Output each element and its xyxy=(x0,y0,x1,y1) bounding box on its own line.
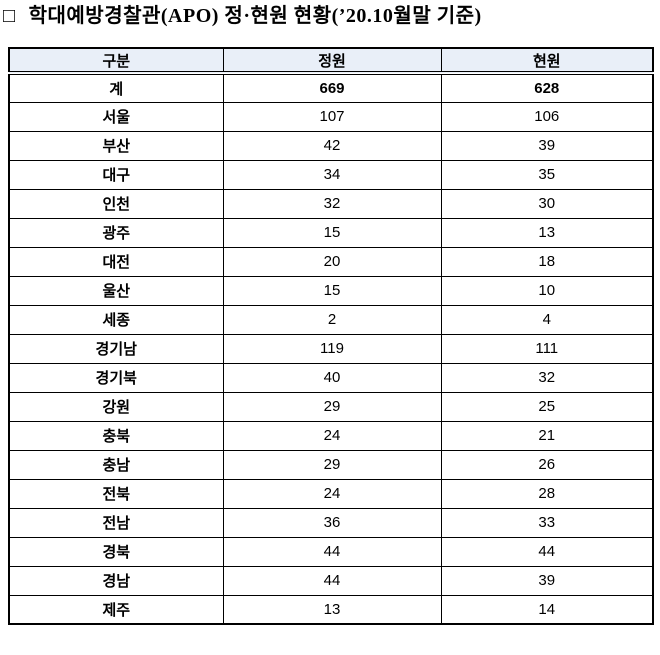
authorized-value: 669 xyxy=(222,72,442,103)
actual-value: 14 xyxy=(440,594,654,625)
row-label: 경북 xyxy=(8,536,224,567)
actual-value: 628 xyxy=(440,72,654,103)
row-label: 전북 xyxy=(8,478,224,509)
actual-value: 30 xyxy=(440,188,654,219)
authorized-value: 29 xyxy=(222,391,442,422)
row-label: 세종 xyxy=(8,304,224,335)
page-title: □ 학대예방경찰관(APO) 정·현원 현황(’20.10월말 기준) xyxy=(3,3,482,29)
table-row: 경기남 119 111 xyxy=(8,333,654,364)
actual-value: 25 xyxy=(440,391,654,422)
authorized-value: 15 xyxy=(222,275,442,306)
table-row: 충남 29 26 xyxy=(8,449,654,480)
table-row: 경북 44 44 xyxy=(8,536,654,567)
authorized-value: 20 xyxy=(222,246,442,277)
row-label: 충남 xyxy=(8,449,224,480)
row-label: 경기남 xyxy=(8,333,224,364)
row-label: 계 xyxy=(8,72,224,103)
table-row: 서울 107 106 xyxy=(8,101,654,132)
actual-value: 13 xyxy=(440,217,654,248)
authorized-value: 107 xyxy=(222,101,442,132)
actual-value: 39 xyxy=(440,565,654,596)
table-row: 제주 13 14 xyxy=(8,594,654,625)
actual-value: 39 xyxy=(440,130,654,161)
row-label: 대구 xyxy=(8,159,224,190)
row-label: 부산 xyxy=(8,130,224,161)
total-row: 계 669 628 xyxy=(8,72,654,103)
authorized-value: 15 xyxy=(222,217,442,248)
authorized-value: 42 xyxy=(222,130,442,161)
actual-value: 44 xyxy=(440,536,654,567)
table-row: 전북 24 28 xyxy=(8,478,654,509)
actual-value: 111 xyxy=(440,333,654,364)
table-row: 전남 36 33 xyxy=(8,507,654,538)
row-label: 경남 xyxy=(8,565,224,596)
authorized-value: 36 xyxy=(222,507,442,538)
actual-value: 21 xyxy=(440,420,654,451)
actual-value: 18 xyxy=(440,246,654,277)
table-row: 대구 34 35 xyxy=(8,159,654,190)
authorized-value: 119 xyxy=(222,333,442,364)
row-label: 인천 xyxy=(8,188,224,219)
col-header-category: 구분 xyxy=(8,47,224,75)
authorized-value: 34 xyxy=(222,159,442,190)
table-row: 인천 32 30 xyxy=(8,188,654,219)
table-row: 경기북 40 32 xyxy=(8,362,654,393)
row-label: 대전 xyxy=(8,246,224,277)
apo-personnel-table: 구분 정원 현원 계 669 628 서울 107 106 부산 42 39 xyxy=(8,47,654,625)
row-label: 울산 xyxy=(8,275,224,306)
row-label: 광주 xyxy=(8,217,224,248)
col-header-actual: 현원 xyxy=(440,47,654,75)
table-row: 강원 29 25 xyxy=(8,391,654,422)
actual-value: 32 xyxy=(440,362,654,393)
row-label: 충북 xyxy=(8,420,224,451)
header-row: 구분 정원 현원 xyxy=(8,47,654,75)
table-row: 세종 2 4 xyxy=(8,304,654,335)
authorized-value: 24 xyxy=(222,420,442,451)
row-label: 경기북 xyxy=(8,362,224,393)
table-row: 대전 20 18 xyxy=(8,246,654,277)
authorized-value: 13 xyxy=(222,594,442,625)
actual-value: 26 xyxy=(440,449,654,480)
authorized-value: 24 xyxy=(222,478,442,509)
actual-value: 106 xyxy=(440,101,654,132)
table-row: 광주 15 13 xyxy=(8,217,654,248)
actual-value: 35 xyxy=(440,159,654,190)
table-row: 울산 15 10 xyxy=(8,275,654,306)
actual-value: 33 xyxy=(440,507,654,538)
authorized-value: 32 xyxy=(222,188,442,219)
page-title-text: 학대예방경찰관(APO) 정·현원 현황(’20.10월말 기준) xyxy=(28,5,482,27)
row-label: 전남 xyxy=(8,507,224,538)
authorized-value: 44 xyxy=(222,565,442,596)
row-label: 서울 xyxy=(8,101,224,132)
authorized-value: 2 xyxy=(222,304,442,335)
row-label: 제주 xyxy=(8,594,224,625)
authorized-value: 29 xyxy=(222,449,442,480)
table-row: 경남 44 39 xyxy=(8,565,654,596)
actual-value: 4 xyxy=(440,304,654,335)
table-row: 충북 24 21 xyxy=(8,420,654,451)
table-row: 부산 42 39 xyxy=(8,130,654,161)
authorized-value: 44 xyxy=(222,536,442,567)
square-bullet-icon: □ xyxy=(3,5,16,27)
col-header-authorized: 정원 xyxy=(222,47,442,75)
authorized-value: 40 xyxy=(222,362,442,393)
row-label: 강원 xyxy=(8,391,224,422)
actual-value: 10 xyxy=(440,275,654,306)
actual-value: 28 xyxy=(440,478,654,509)
